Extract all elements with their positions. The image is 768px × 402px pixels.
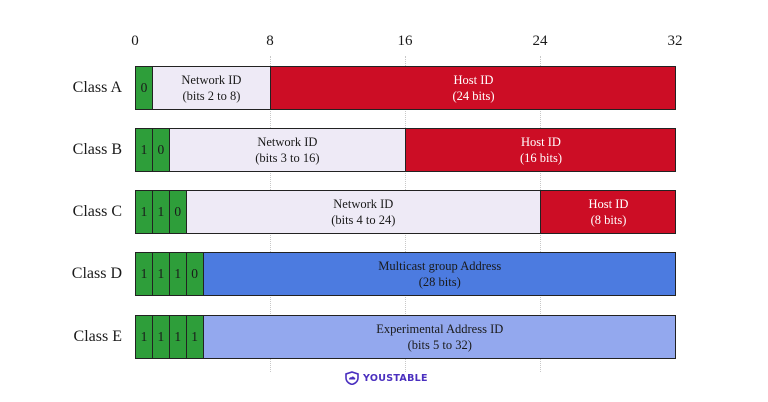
segment-subtitle: (8 bits) bbox=[590, 213, 627, 227]
logo-text: YOUSTABLE bbox=[363, 372, 428, 384]
segment-subtitle: (bits 5 to 32) bbox=[407, 338, 472, 352]
segment-subtitle: (24 bits) bbox=[452, 89, 495, 103]
axis-tick-label: 32 bbox=[667, 33, 683, 49]
segment-title: Network ID bbox=[257, 135, 318, 149]
axis-tick-label: 8 bbox=[266, 33, 274, 49]
multicast-segment: Multicast group Address (28 bits) bbox=[203, 253, 675, 295]
fixed-bit-cell: 1 bbox=[136, 316, 153, 358]
fixed-bit-cell: 1 bbox=[169, 316, 187, 358]
segment-subtitle: (bits 2 to 8) bbox=[182, 89, 241, 103]
fixed-bit-cell: 0 bbox=[186, 253, 204, 295]
network-id-segment: Network ID (bits 2 to 8) bbox=[152, 67, 271, 109]
class-label: Class A bbox=[72, 79, 122, 96]
segment-title: Network ID bbox=[333, 197, 394, 211]
segment-title: Host ID bbox=[521, 135, 561, 149]
segment-subtitle: (28 bits) bbox=[418, 275, 461, 289]
segment-title: Host ID bbox=[588, 197, 629, 211]
experimental-segment: Experimental Address ID (bits 5 to 32) bbox=[203, 316, 675, 358]
segment-title: Experimental Address ID bbox=[376, 322, 504, 336]
host-id-segment: Host ID (16 bits) bbox=[406, 129, 675, 171]
segment-subtitle: (bits 3 to 16) bbox=[255, 151, 320, 165]
host-id-segment: Host ID (24 bits) bbox=[271, 67, 675, 109]
fixed-bit-cell: 1 bbox=[152, 191, 170, 233]
class-label: Class D bbox=[71, 265, 122, 282]
class-bar: 1 1 0 Network ID (bits 4 to 24) Host ID (8 bit… bbox=[135, 190, 676, 234]
axis-tick-label: 16 bbox=[397, 33, 413, 49]
class-bar: 1 0 Network ID (bits 3 to 16) Host ID (16 bit… bbox=[135, 128, 676, 172]
fixed-bit-cell: 1 bbox=[169, 253, 187, 295]
host-id-segment: Host ID (8 bits) bbox=[541, 191, 675, 233]
fixed-bit-cell: 0 bbox=[169, 191, 187, 233]
network-id-segment: Network ID (bits 3 to 16) bbox=[169, 129, 406, 171]
fixed-bit-cell: 1 bbox=[186, 316, 204, 358]
segment-title: Network ID bbox=[181, 73, 242, 87]
class-bar: 0 Network ID (bits 2 to 8) Host ID (24 bits) bbox=[135, 66, 676, 110]
class-bar: 1 1 1 0 Multicast group Address (28 bits) bbox=[135, 252, 676, 296]
fixed-bit-cell: 1 bbox=[152, 253, 170, 295]
class-label: Class B bbox=[72, 141, 122, 158]
segment-subtitle: (bits 4 to 24) bbox=[331, 213, 396, 227]
youstable-logo: YOUSTABLE bbox=[344, 371, 428, 385]
axis-tick-label: 24 bbox=[532, 33, 548, 49]
shield-cloud-icon bbox=[345, 371, 359, 385]
fixed-bit-cell: 0 bbox=[152, 129, 170, 171]
class-bar: 1 1 1 1 Experimental Address ID (bits 5 to 32… bbox=[135, 315, 676, 359]
class-label: Class E bbox=[73, 328, 122, 345]
segment-title: Host ID bbox=[453, 73, 494, 87]
fixed-bit-cell: 1 bbox=[136, 129, 153, 171]
fixed-bit-cell: 1 bbox=[136, 191, 153, 233]
axis-tick-label: 0 bbox=[131, 33, 139, 49]
fixed-bit-cell: 1 bbox=[152, 316, 170, 358]
fixed-bit-cell: 1 bbox=[136, 253, 153, 295]
segment-subtitle: (16 bits) bbox=[519, 151, 562, 165]
network-id-segment: Network ID (bits 4 to 24) bbox=[186, 191, 541, 233]
class-label: Class C bbox=[72, 203, 122, 220]
fixed-bit-cell: 0 bbox=[136, 67, 153, 109]
segment-title: Multicast group Address bbox=[378, 259, 502, 273]
